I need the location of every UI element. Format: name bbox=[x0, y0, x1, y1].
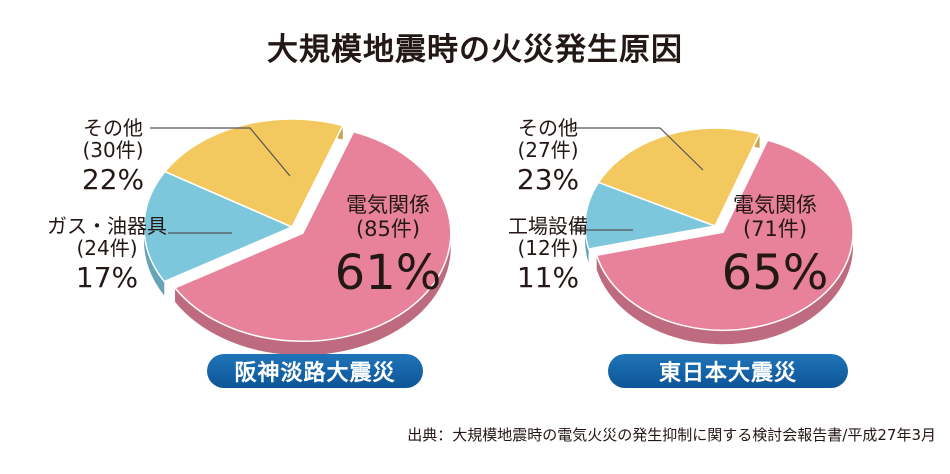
slice-name-gas: ガス・油器具 bbox=[47, 214, 167, 238]
caption-hanshin: 阪神淡路大震災 bbox=[207, 354, 423, 388]
slice-name-other: その他 bbox=[518, 116, 578, 140]
slice-count-factory: (12件) bbox=[517, 236, 579, 261]
leader-line bbox=[150, 127, 291, 177]
slice-label-other: その他 (30件) 22% bbox=[58, 116, 168, 196]
slice-percent-other: 22% bbox=[81, 162, 145, 196]
pie-svg-higashinihon bbox=[570, 127, 854, 345]
slice-count-other: (30件) bbox=[82, 138, 144, 163]
slice-label-other: その他 (27件) 23% bbox=[493, 116, 603, 196]
slice-percent-electric: 61% bbox=[334, 245, 442, 302]
pie-svg-hanshin bbox=[143, 118, 452, 356]
leader-line bbox=[570, 127, 704, 171]
slice-label-factory: 工場設備 (12件) 11% bbox=[493, 214, 603, 294]
source-note: 出典：大規模地震時の電気火災の発生抑制に関する検討会報告書/平成27年3月 bbox=[407, 426, 936, 444]
slice-count-gas: (24件) bbox=[76, 236, 138, 261]
slice-count-other: (27件) bbox=[517, 138, 579, 163]
slice-name-electric: 電気関係 bbox=[346, 193, 430, 217]
slice-count-electric: (71件) bbox=[742, 216, 808, 241]
slice-percent-gas: 17% bbox=[75, 260, 139, 294]
slice-label-electric: 電気関係 (85件) 61% bbox=[328, 193, 448, 302]
slice-label-electric: 電気関係 (71件) 65% bbox=[715, 193, 835, 302]
pie-chart-higashinihon: その他 (27件) 23% 工場設備 (12件) 11% 電気関係 (71件) … bbox=[475, 92, 950, 402]
slice-label-gas: ガス・油器具 (24件) 17% bbox=[42, 214, 172, 294]
slice-name-factory: 工場設備 bbox=[508, 214, 588, 238]
pie-slice-second bbox=[143, 170, 294, 283]
slice-name-other: その他 bbox=[83, 116, 143, 140]
pie-slice-other bbox=[163, 118, 344, 228]
pie-chart-hanshin: その他 (30件) 22% ガス・油器具 (24件) 17% 電気関係 (85件… bbox=[0, 92, 475, 402]
slice-count-electric: (85件) bbox=[355, 216, 421, 241]
caption-higashinihon: 東日本大震災 bbox=[608, 354, 848, 388]
slice-name-electric: 電気関係 bbox=[733, 193, 817, 217]
slice-percent-electric: 65% bbox=[721, 245, 829, 302]
pie-slice-electric bbox=[173, 130, 452, 343]
pie-slice-second bbox=[584, 181, 718, 250]
chart-title: 大規模地震時の火災発生原因 bbox=[267, 32, 683, 68]
slice-percent-factory: 11% bbox=[516, 260, 580, 294]
pie-slice-electric bbox=[595, 139, 854, 331]
slice-percent-other: 23% bbox=[516, 162, 580, 196]
